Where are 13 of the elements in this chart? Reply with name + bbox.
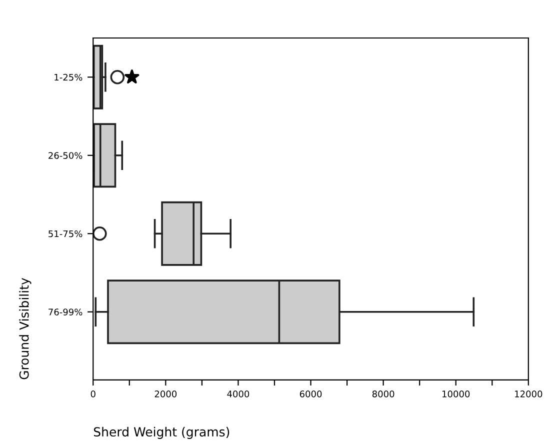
y-tick-label: 51-75% xyxy=(48,230,82,238)
y-axis-title: Ground Visibility xyxy=(19,278,32,380)
x-tick-label: 2000 xyxy=(154,390,177,398)
x-tick-label: 10000 xyxy=(442,390,470,398)
x-tick-label: 4000 xyxy=(227,390,250,398)
y-tick-label: 26-50% xyxy=(48,152,82,159)
x-tick-label: 6000 xyxy=(300,390,322,398)
x-tick-label: 8000 xyxy=(372,390,394,398)
y-tick-label: 1-25% xyxy=(54,74,82,81)
x-tick-label: 0 xyxy=(90,390,96,398)
y-tick-label: 76-99% xyxy=(48,308,82,316)
x-axis-title: Sherd Weight (grams) xyxy=(94,426,230,439)
x-tick-label: 12000 xyxy=(515,390,542,398)
